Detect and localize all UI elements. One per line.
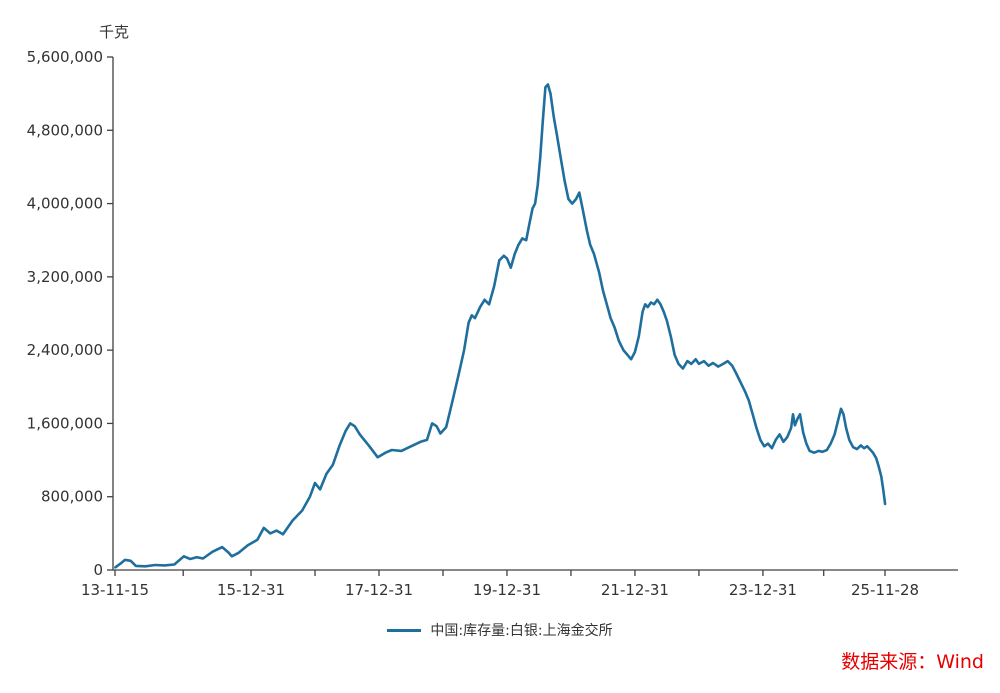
svg-text:1,600,000: 1,600,000 bbox=[27, 414, 103, 432]
data-source-note: 数据来源：Wind bbox=[841, 651, 984, 673]
svg-text:23-12-31: 23-12-31 bbox=[729, 581, 797, 599]
legend-series-label: 中国:库存量:白银:上海金交所 bbox=[430, 623, 613, 639]
svg-text:25-11-28: 25-11-28 bbox=[851, 581, 919, 599]
y-axis-unit-label: 千克 bbox=[99, 23, 130, 41]
svg-text:2,400,000: 2,400,000 bbox=[27, 341, 103, 359]
svg-text:3,200,000: 3,200,000 bbox=[27, 268, 103, 286]
svg-text:21-12-31: 21-12-31 bbox=[601, 581, 669, 599]
svg-text:19-12-31: 19-12-31 bbox=[473, 581, 541, 599]
svg-text:800,000: 800,000 bbox=[41, 488, 103, 506]
svg-text:4,800,000: 4,800,000 bbox=[27, 121, 103, 139]
svg-text:5,600,000: 5,600,000 bbox=[27, 48, 103, 66]
svg-text:13-11-15: 13-11-15 bbox=[81, 581, 149, 599]
svg-text:17-12-31: 17-12-31 bbox=[345, 581, 413, 599]
svg-text:4,000,000: 4,000,000 bbox=[27, 195, 103, 213]
legend-line-swatch bbox=[387, 628, 422, 632]
svg-text:15-12-31: 15-12-31 bbox=[217, 581, 285, 599]
svg-text:0: 0 bbox=[93, 561, 103, 579]
legend: 中国:库存量:白银:上海金交所 bbox=[0, 620, 1000, 640]
